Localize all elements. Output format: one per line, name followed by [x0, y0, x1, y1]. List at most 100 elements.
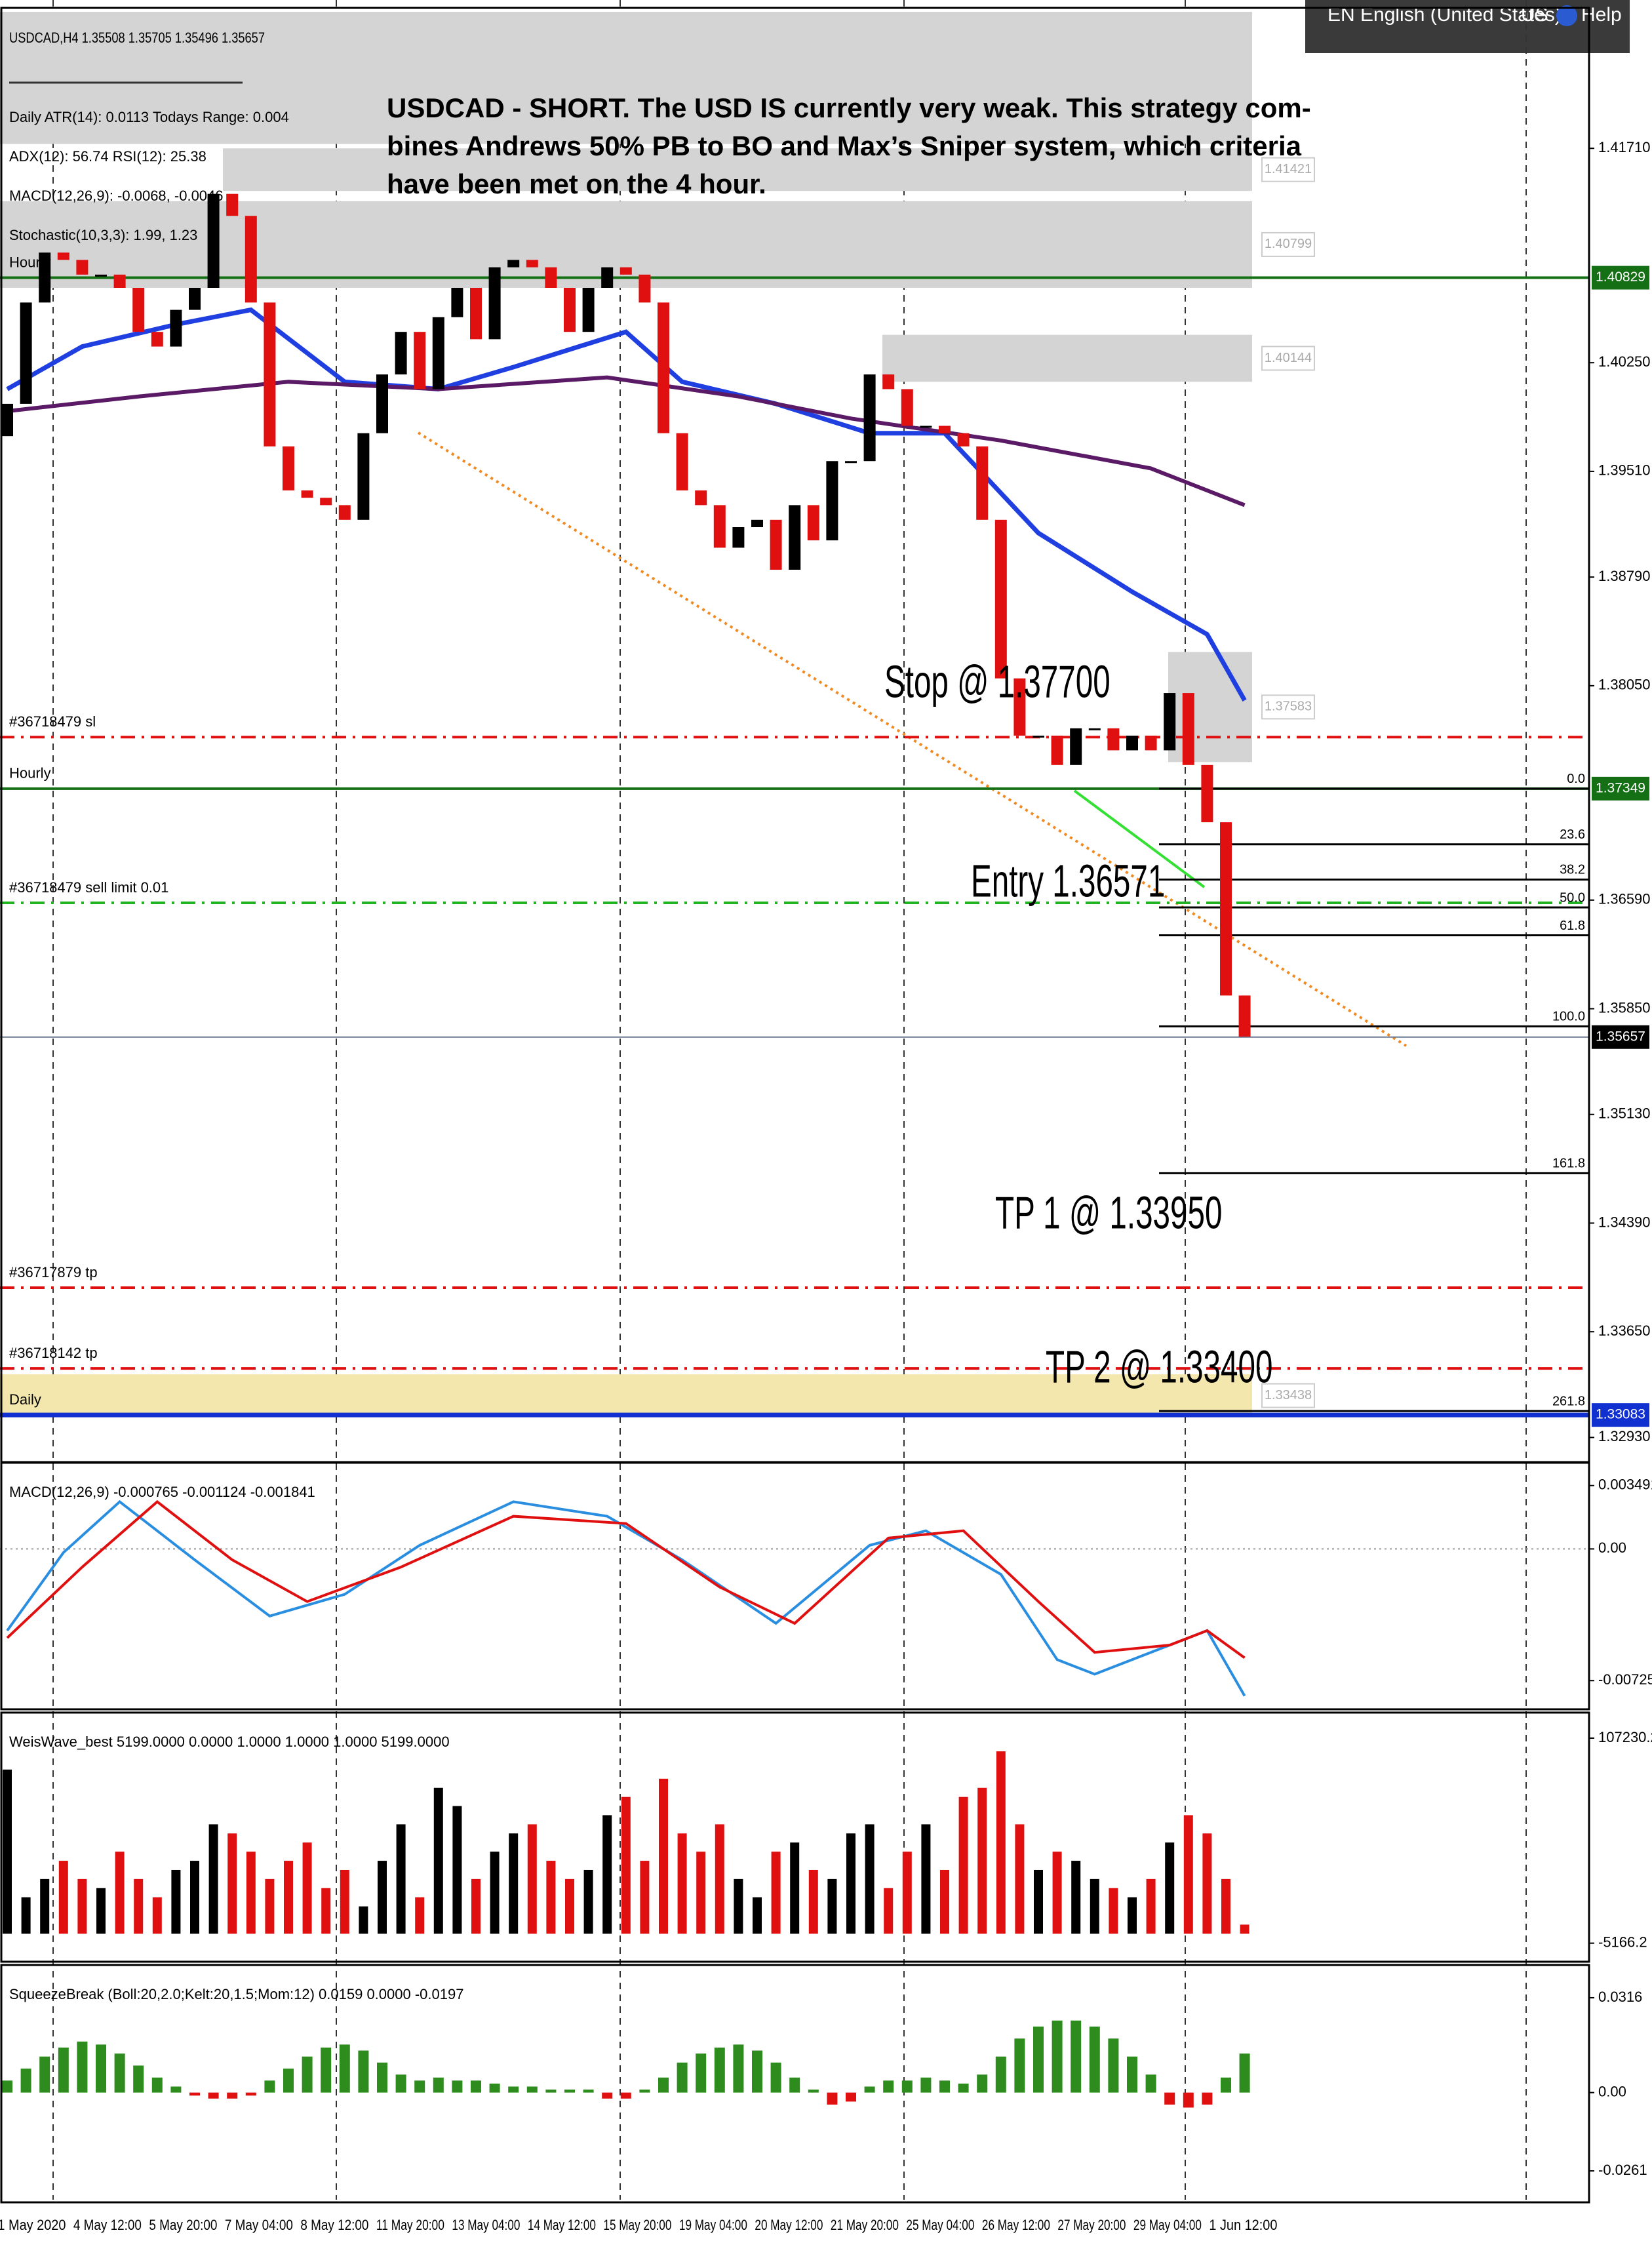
- momentum-bar: [639, 2090, 650, 2093]
- candle: [432, 317, 444, 389]
- wave-bar: [902, 1852, 912, 1934]
- wave-bar: [452, 1806, 462, 1934]
- candle: [207, 193, 220, 288]
- momentum-bar: [58, 2047, 69, 2093]
- y-tick-label: 1.35130: [1598, 1105, 1651, 1122]
- y-tick-label: 1.34390: [1598, 1214, 1651, 1230]
- candle: [957, 433, 970, 446]
- candle: [189, 287, 201, 310]
- x-tick-label: 4 May 12:00: [73, 2217, 142, 2233]
- candle: [526, 260, 538, 268]
- trendline: [1073, 789, 1206, 888]
- zone-tag: [1261, 346, 1315, 371]
- candle: [226, 193, 239, 216]
- candle: [488, 267, 501, 340]
- wave-bar: [715, 1824, 724, 1934]
- momentum-bar: [189, 2092, 200, 2096]
- candle: [1088, 728, 1101, 730]
- candle: [1051, 736, 1063, 765]
- y-tick-label: 1.38790: [1598, 568, 1651, 584]
- momentum-bar: [770, 2062, 781, 2093]
- y-tick-label: 0.00: [1598, 2083, 1626, 2099]
- zone-label: 1.40144: [1265, 351, 1312, 365]
- candle: [994, 519, 1007, 679]
- wave-bar: [1052, 1852, 1062, 1934]
- x-tick-label: 14 May 12:00: [528, 2217, 596, 2233]
- wave-bar: [1015, 1824, 1025, 1934]
- momentum-bar: [808, 2090, 819, 2093]
- momentum-bar: [526, 2086, 538, 2093]
- y-tick-label: 1.38050: [1598, 677, 1651, 693]
- candle: [545, 267, 557, 288]
- x-tick-label: 27 May 20:00: [1057, 2217, 1126, 2233]
- price-tag-label: 1.35657: [1596, 1029, 1645, 1044]
- zone: [1168, 652, 1252, 763]
- candle: [395, 332, 407, 375]
- candle: [713, 505, 726, 548]
- candle: [95, 274, 107, 277]
- momentum-bar: [245, 2092, 256, 2096]
- level-label: Daily: [9, 1391, 41, 1408]
- annotation: TP 1 @ 1.33950: [995, 1187, 1222, 1238]
- level-label: #36717879 tp: [9, 1264, 98, 1280]
- wave-bar: [471, 1878, 481, 1934]
- candle: [39, 252, 51, 303]
- level-label: #36718479 sl: [9, 713, 96, 730]
- x-tick-label: 1 Jun 12:00: [1209, 2217, 1277, 2233]
- wave-bar: [490, 1852, 500, 1934]
- momentum-bar: [1089, 2026, 1100, 2093]
- wave-bar: [602, 1815, 612, 1934]
- candle: [826, 461, 838, 541]
- momentum-bar: [901, 2080, 913, 2093]
- wave-bar: [1128, 1897, 1137, 1934]
- macd-line: [6, 1499, 1246, 1697]
- wave-bar: [134, 1878, 144, 1934]
- momentum-bar: [20, 2068, 31, 2093]
- momentum-bar: [1052, 2020, 1063, 2093]
- candle: [1070, 728, 1082, 765]
- candle: [338, 505, 351, 520]
- zone: [882, 334, 1252, 382]
- momentum-bar: [114, 2054, 125, 2093]
- candle: [732, 527, 745, 548]
- candle: [151, 332, 163, 347]
- candle: [376, 374, 388, 433]
- momentum-bar: [508, 2086, 519, 2093]
- wave-bar: [659, 1778, 668, 1934]
- x-tick-label: 7 May 04:00: [225, 2217, 293, 2233]
- moving-average: [7, 375, 1246, 507]
- indicator-text: MACD(12,26,9): -0.0068, -0.0046: [9, 188, 224, 204]
- price-tag-label: 1.40829: [1596, 269, 1645, 285]
- candle: [1164, 693, 1176, 751]
- candle: [807, 505, 819, 541]
- wave-bar: [152, 1897, 162, 1934]
- level-label: #36718479 sell limit 0.01: [9, 879, 168, 896]
- wave-bar: [827, 1878, 837, 1934]
- momentum-bar: [170, 2086, 182, 2093]
- wave-bar: [546, 1861, 556, 1934]
- macd-line: [6, 1499, 1246, 1659]
- wave-bar: [340, 1869, 349, 1934]
- x-tick-label: 8 May 12:00: [300, 2217, 368, 2233]
- wave-bar: [1221, 1878, 1230, 1934]
- wave-bar: [21, 1897, 31, 1934]
- note-text: have been met on the 4 hour.: [387, 169, 766, 199]
- momentum-bar: [1239, 2054, 1250, 2093]
- momentum-bar: [1033, 2026, 1044, 2093]
- momentum-bar: [264, 2080, 275, 2093]
- momentum-bar: [302, 2056, 313, 2093]
- momentum-bar: [620, 2092, 631, 2099]
- wave-bar: [265, 1878, 275, 1934]
- wave-bar: [171, 1869, 181, 1934]
- momentum-bar: [489, 2083, 500, 2093]
- help-icon[interactable]: [1556, 5, 1577, 26]
- wave-bar: [509, 1833, 519, 1934]
- candle: [132, 287, 145, 332]
- wave-bar: [96, 1888, 106, 1934]
- momentum-bar: [133, 2065, 144, 2093]
- wave-bar: [677, 1833, 687, 1934]
- note-text: bines Andrews 50% PB to BO and Max’s Sni…: [387, 130, 1302, 161]
- zone-tag: [1261, 1383, 1315, 1408]
- price-tag: [1592, 776, 1649, 801]
- wave-bar: [696, 1852, 706, 1934]
